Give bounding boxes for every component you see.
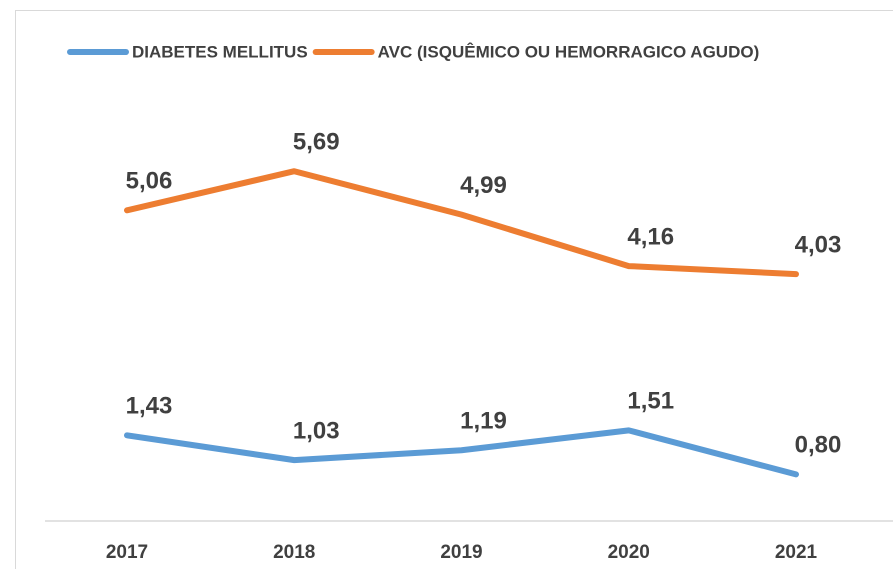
line-series xyxy=(124,427,799,478)
data-label: 4,03 xyxy=(795,231,842,258)
data-label: 5,06 xyxy=(126,168,173,195)
legend-label: DIABETES MELLITUS xyxy=(132,42,308,61)
x-tick-label: 2021 xyxy=(775,542,818,563)
data-label: 1,19 xyxy=(460,408,507,435)
data-label: 4,16 xyxy=(627,223,674,250)
line-series xyxy=(124,168,799,278)
x-tick-label: 2019 xyxy=(440,542,482,563)
x-tick-label: 2018 xyxy=(273,542,315,563)
chart-border xyxy=(15,10,893,569)
data-label: 0,80 xyxy=(795,432,842,459)
legend-label: AVC (ISQUÊMICO OU HEMORRAGICO AGUDO) xyxy=(378,42,760,61)
x-tick-label: 2017 xyxy=(106,542,148,563)
data-label: 1,43 xyxy=(126,393,173,420)
data-label: 4,99 xyxy=(460,172,507,199)
data-label: 5,69 xyxy=(293,129,340,156)
data-label: 1,51 xyxy=(627,388,674,415)
data-label: 1,03 xyxy=(293,417,340,444)
x-tick-label: 2020 xyxy=(608,542,650,563)
